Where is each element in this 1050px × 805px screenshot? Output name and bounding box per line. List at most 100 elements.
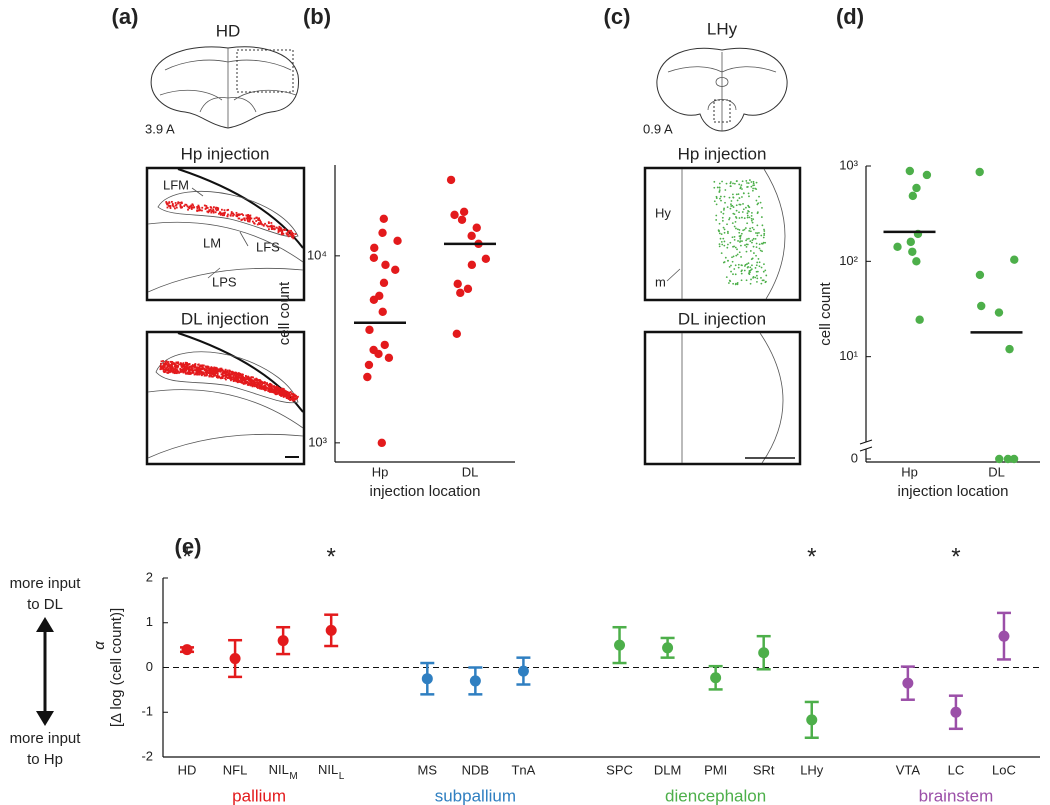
labeled-cell: [176, 369, 179, 372]
labeled-cell: [218, 212, 220, 215]
labeled-cell: [253, 380, 256, 383]
labeled-cell: [240, 381, 243, 384]
labeled-cell: [738, 197, 741, 199]
labeled-cell: [276, 393, 279, 395]
point: [975, 167, 984, 177]
labeled-cell: [750, 214, 753, 217]
labeled-cell: [270, 224, 273, 227]
labeled-cell: [237, 375, 240, 378]
labeled-cell: [735, 227, 737, 230]
labeled-cell: [174, 204, 177, 207]
labeled-cell: [228, 376, 231, 378]
labeled-cell: [715, 214, 718, 217]
labeled-cell: [239, 376, 242, 379]
region-line: [147, 221, 304, 293]
labeled-cell: [755, 181, 758, 184]
labeled-cell: [732, 206, 735, 208]
labeled-cell: [169, 207, 172, 209]
labeled-cell: [235, 215, 238, 218]
labeled-cell: [185, 369, 188, 372]
labeled-cell: [221, 368, 224, 371]
labeled-cell: [232, 376, 234, 379]
labeled-cell: [756, 234, 759, 237]
labeled-cell: [748, 195, 750, 198]
labeled-cell: [755, 199, 758, 202]
injection-title: DL injection: [181, 309, 269, 328]
labeled-cell: [241, 381, 244, 383]
point: [453, 279, 462, 289]
region-label: LFS: [256, 239, 280, 254]
labeled-cell: [265, 224, 268, 227]
labeled-cell: [746, 212, 749, 215]
y-axis-label: α: [91, 641, 108, 650]
y-tick-label: 2: [146, 569, 153, 584]
labeled-cell: [724, 189, 727, 191]
x-tick-label: NIL_L: [318, 762, 345, 781]
labeled-cell: [239, 377, 242, 380]
labeled-cell: [720, 199, 722, 202]
labeled-cell: [260, 380, 263, 383]
labeled-cell: [753, 252, 755, 254]
labeled-cell: [226, 215, 229, 218]
labeled-cell: [197, 366, 200, 369]
labeled-cell: [199, 373, 201, 375]
labeled-cell: [713, 200, 716, 203]
labeled-cell: [221, 212, 224, 215]
labeled-cell: [736, 180, 738, 182]
labeled-cell: [192, 369, 195, 372]
labeled-cell: [254, 378, 257, 381]
labeled-cell: [763, 230, 766, 232]
significance: *: [182, 543, 191, 570]
labeled-cell: [752, 187, 755, 190]
region-label: LFM: [163, 177, 189, 192]
x-tick-label: PMI: [704, 762, 727, 777]
labeled-cell: [215, 206, 217, 209]
labeled-cell: [262, 387, 265, 390]
labeled-cell: [184, 203, 187, 206]
labeled-cell: [758, 195, 760, 198]
labeled-cell: [759, 249, 762, 252]
labeled-cell: [208, 372, 211, 375]
point: [391, 265, 400, 275]
point: [446, 175, 456, 185]
labeled-cell: [747, 204, 750, 207]
labeled-cell: [194, 369, 196, 371]
labeled-cell: [251, 385, 254, 388]
y-tick-label: 10³: [839, 157, 858, 172]
labeled-cell: [217, 370, 220, 373]
labeled-cell: [170, 200, 173, 203]
labeled-cell: [754, 267, 757, 269]
zoom-box: [713, 99, 731, 123]
labeled-cell: [276, 386, 279, 388]
labeled-cell: [751, 239, 754, 242]
labeled-cell: [244, 219, 246, 222]
point: [908, 191, 918, 201]
labeled-cell: [746, 222, 749, 225]
labeled-cell: [285, 395, 287, 398]
labeled-cell: [227, 374, 230, 376]
point: [977, 301, 986, 311]
labeled-cell: [207, 367, 209, 370]
labeled-cell: [195, 372, 197, 375]
labeled-cell: [760, 216, 763, 218]
labeled-cell: [727, 232, 729, 235]
labeled-cell: [755, 270, 758, 273]
labeled-cell: [247, 217, 249, 220]
labeled-cell: [250, 378, 253, 381]
labeled-cell: [236, 379, 238, 382]
labeled-cell: [192, 364, 194, 367]
labeled-cell: [160, 362, 162, 365]
labeled-cell: [754, 237, 757, 240]
labeled-cell: [248, 220, 251, 223]
labeled-cell: [230, 211, 233, 213]
labeled-cell: [756, 277, 759, 280]
labeled-cell: [268, 390, 271, 393]
labeled-cell: [164, 368, 167, 370]
labeled-cell: [734, 283, 737, 286]
labeled-cell: [217, 207, 220, 210]
labeled-cell: [762, 270, 765, 273]
labeled-cell: [174, 369, 177, 372]
labeled-cell: [718, 222, 721, 225]
labeled-cell: [752, 218, 755, 221]
point: [994, 308, 1004, 317]
